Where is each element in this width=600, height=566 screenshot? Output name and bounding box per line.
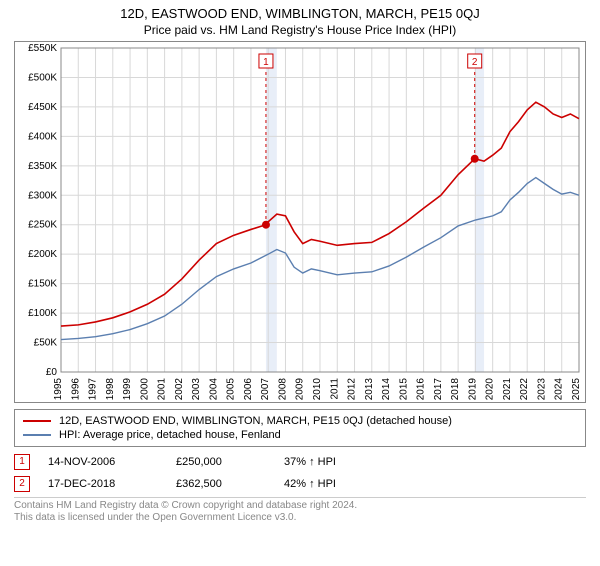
- transaction-price: £250,000: [176, 456, 266, 468]
- svg-text:2014: 2014: [381, 378, 392, 401]
- svg-text:1997: 1997: [88, 378, 99, 401]
- svg-text:2008: 2008: [277, 378, 288, 401]
- chart-title: 12D, EASTWOOD END, WIMBLINGTON, MARCH, P…: [0, 6, 600, 21]
- transaction-date: 17-DEC-2018: [48, 478, 158, 490]
- svg-text:2012: 2012: [347, 378, 358, 401]
- svg-text:£150K: £150K: [28, 279, 57, 290]
- chart-svg: £0 £50K £100K £150K £200K £250K £300K £350K £400…: [15, 42, 585, 402]
- svg-text:2001: 2001: [157, 378, 168, 401]
- legend: 12D, EASTWOOD END, WIMBLINGTON, MARCH, P…: [14, 409, 586, 447]
- svg-text:2020: 2020: [485, 378, 496, 401]
- svg-text:2010: 2010: [312, 378, 323, 401]
- transaction-date: 14-NOV-2006: [48, 456, 158, 468]
- transaction-marker: 1: [14, 454, 30, 470]
- svg-text:1: 1: [263, 57, 269, 68]
- svg-text:1995: 1995: [53, 378, 64, 401]
- svg-text:£550K: £550K: [28, 43, 57, 54]
- svg-text:2019: 2019: [467, 378, 478, 401]
- svg-text:1998: 1998: [105, 378, 116, 401]
- svg-text:2015: 2015: [398, 378, 409, 401]
- svg-text:2013: 2013: [364, 378, 375, 401]
- svg-text:£250K: £250K: [28, 220, 57, 231]
- transaction-row: 1 14-NOV-2006 £250,000 37% ↑ HPI: [14, 451, 586, 473]
- svg-text:£450K: £450K: [28, 102, 57, 113]
- svg-text:2024: 2024: [554, 378, 565, 401]
- footer: Contains HM Land Registry data © Crown c…: [14, 497, 586, 524]
- svg-text:2006: 2006: [243, 378, 254, 401]
- svg-text:1999: 1999: [122, 378, 133, 401]
- legend-swatch: [23, 420, 51, 422]
- legend-row: 12D, EASTWOOD END, WIMBLINGTON, MARCH, P…: [23, 414, 577, 428]
- svg-text:2018: 2018: [450, 378, 461, 401]
- svg-text:2009: 2009: [295, 378, 306, 401]
- chart-area: £0 £50K £100K £150K £200K £250K £300K £350K £400…: [15, 42, 585, 402]
- svg-text:2004: 2004: [208, 378, 219, 401]
- svg-text:£400K: £400K: [28, 131, 57, 142]
- svg-text:2017: 2017: [433, 378, 444, 401]
- transaction-hpi: 37% ↑ HPI: [284, 456, 374, 468]
- chart-subtitle: Price paid vs. HM Land Registry's House …: [0, 23, 600, 37]
- transaction-marker: 2: [14, 476, 30, 492]
- svg-text:£350K: £350K: [28, 161, 57, 172]
- svg-text:2022: 2022: [519, 378, 530, 401]
- transaction-hpi: 42% ↑ HPI: [284, 478, 374, 490]
- legend-row: HPI: Average price, detached house, Fenl…: [23, 428, 577, 442]
- legend-label: HPI: Average price, detached house, Fenl…: [59, 429, 281, 441]
- chart-border: £0 £50K £100K £150K £200K £250K £300K £350K £400…: [14, 41, 586, 403]
- svg-text:2002: 2002: [174, 378, 185, 401]
- svg-text:£500K: £500K: [28, 72, 57, 83]
- footer-line2: This data is licensed under the Open Gov…: [14, 512, 586, 524]
- svg-text:£50K: £50K: [34, 338, 58, 349]
- svg-text:2016: 2016: [416, 378, 427, 401]
- svg-text:1996: 1996: [70, 378, 81, 401]
- svg-text:2021: 2021: [502, 378, 513, 401]
- svg-text:2011: 2011: [329, 378, 340, 400]
- transaction-price: £362,500: [176, 478, 266, 490]
- svg-text:2005: 2005: [226, 378, 237, 401]
- legend-label: 12D, EASTWOOD END, WIMBLINGTON, MARCH, P…: [59, 415, 452, 427]
- svg-text:2000: 2000: [139, 378, 150, 401]
- transaction-table: 1 14-NOV-2006 £250,000 37% ↑ HPI 2 17-DEC-201…: [14, 451, 586, 495]
- svg-text:2: 2: [472, 57, 478, 68]
- transaction-row: 2 17-DEC-2018 £362,500 42% ↑ HPI: [14, 473, 586, 495]
- svg-text:2025: 2025: [571, 378, 582, 401]
- svg-text:2023: 2023: [536, 378, 547, 401]
- svg-text:2003: 2003: [191, 378, 202, 401]
- svg-text:£0: £0: [46, 367, 58, 378]
- svg-text:2007: 2007: [260, 378, 271, 401]
- svg-text:£100K: £100K: [28, 308, 57, 319]
- svg-text:£300K: £300K: [28, 190, 57, 201]
- svg-text:£200K: £200K: [28, 249, 57, 260]
- legend-swatch: [23, 434, 51, 436]
- footer-line1: Contains HM Land Registry data © Crown c…: [14, 500, 586, 512]
